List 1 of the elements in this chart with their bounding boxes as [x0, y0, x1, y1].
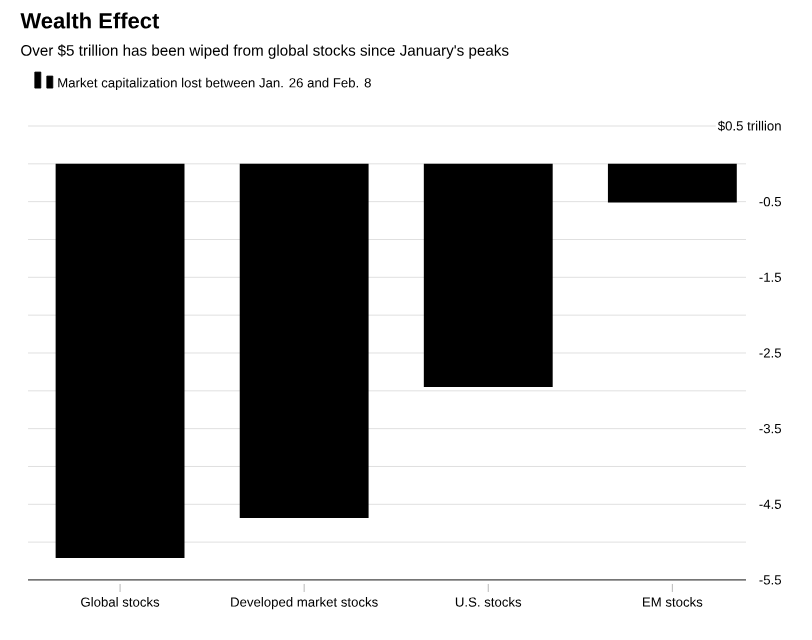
chart-title: Wealth Effect — [20, 12, 160, 29]
